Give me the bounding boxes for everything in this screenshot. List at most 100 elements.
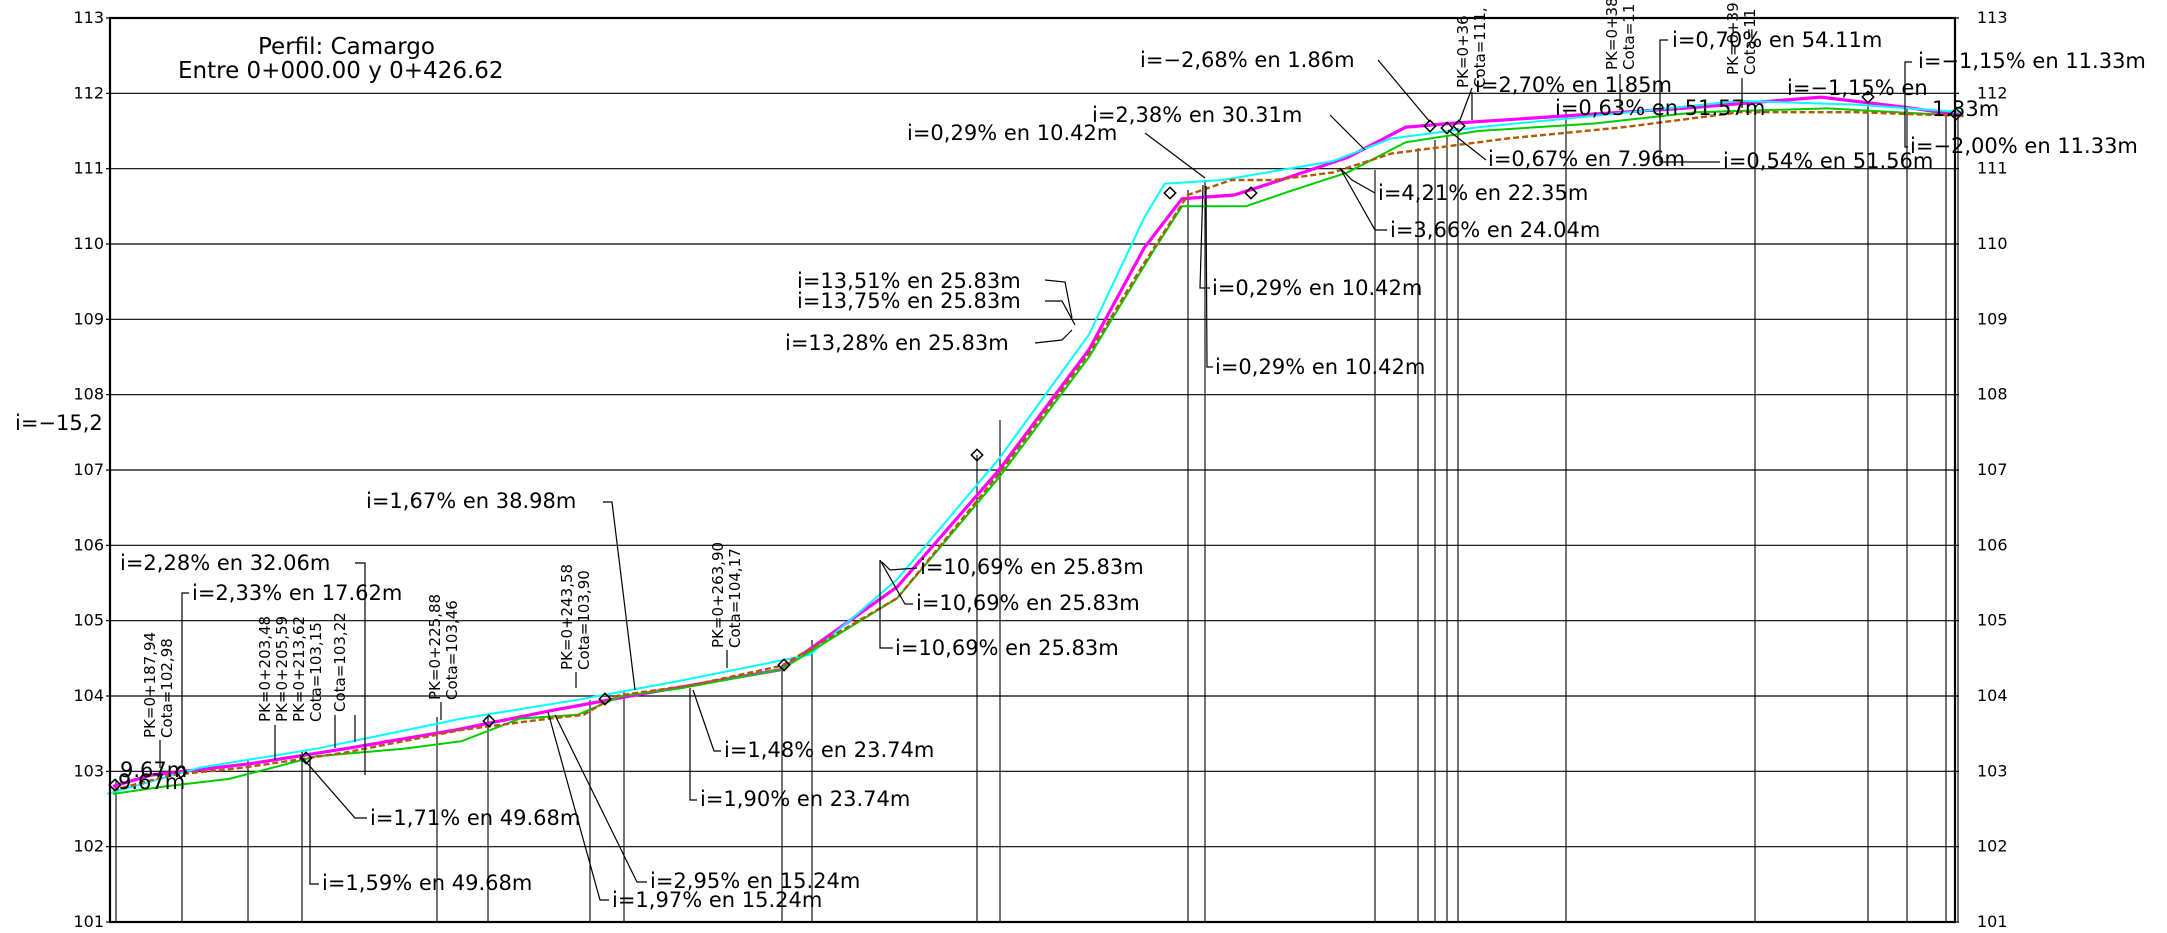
cota-label: Cota=103,22 bbox=[331, 612, 349, 712]
pk-labels: PK=0+187,94 Cota=102,98 PK=0+203,48 PK=0… bbox=[141, 0, 1759, 768]
pk-label: PK=0+39 bbox=[1724, 2, 1742, 75]
grade-label: i=1,71% en 49.68m bbox=[370, 806, 580, 830]
grade-label: i=−2,00% en 11.33m bbox=[1910, 134, 2138, 158]
vertex-marker bbox=[1452, 119, 1466, 133]
vertex-marker bbox=[598, 692, 612, 706]
y-tick-label: 104 bbox=[73, 686, 104, 705]
grade-label: i=1,90% en 23.74m bbox=[700, 787, 910, 811]
grade-label: i=13,51% en 25.83m bbox=[797, 269, 1021, 293]
grade-label: i=10,69% en 25.83m bbox=[920, 555, 1144, 579]
y-tick-label: 112 bbox=[1977, 83, 2008, 102]
grade-label: i=13,75% en 25.83m bbox=[797, 289, 1021, 313]
grade-label: i=2,95% en 15.24m bbox=[650, 869, 860, 893]
cota-label: Cota=103,90 bbox=[575, 570, 593, 670]
cota-label: Cota=103,46 bbox=[443, 600, 461, 700]
y-tick-label: 107 bbox=[73, 460, 104, 479]
grade-label: 9.67m bbox=[118, 770, 185, 794]
profile-line bbox=[112, 95, 1964, 788]
y-tick-label: 105 bbox=[73, 611, 104, 630]
grade-annotations: i=−2,68% en 1.86m i=2,38% en 30.31m i=0,… bbox=[118, 28, 2146, 912]
profile-title: Perfil: Camargo bbox=[258, 34, 435, 60]
pk-label: PK=0+225,88 bbox=[426, 594, 444, 700]
cota-label: Cota=11 bbox=[1620, 4, 1638, 70]
y-tick-label: 111 bbox=[1977, 159, 2008, 178]
y-tick-label: 105 bbox=[1977, 611, 2008, 630]
y-tick-label: 108 bbox=[1977, 385, 2008, 404]
grade-label: i=0,29% en 10.42m bbox=[1212, 276, 1422, 300]
grade-label: i=2,28% en 32.06m bbox=[120, 551, 330, 575]
grade-label: 1.33m bbox=[1932, 97, 1999, 121]
pk-label: PK=0+243,58 bbox=[558, 564, 576, 670]
grade-label: i=0,29% en 10.42m bbox=[907, 121, 1117, 145]
y-tick-label: 108 bbox=[73, 385, 104, 404]
y-tick-label: 113 bbox=[1977, 8, 2008, 27]
y-tick-label: 102 bbox=[1977, 837, 2008, 856]
y-tick-label: 102 bbox=[73, 837, 104, 856]
y-tick-label: 113 bbox=[73, 8, 104, 27]
y-tick-label: 112 bbox=[73, 83, 104, 102]
vertex-marker bbox=[482, 714, 496, 728]
profile-line bbox=[112, 110, 1964, 792]
grade-label: i=2,33% en 17.62m bbox=[192, 581, 402, 605]
pk-label: PK=0+213,62 bbox=[290, 616, 308, 722]
cota-label: Cota=103,15 bbox=[307, 622, 325, 722]
vertex-marker bbox=[1423, 119, 1437, 133]
pk-label: PK=0+38 bbox=[1603, 0, 1621, 70]
grade-label: i=−1,15% en bbox=[1787, 76, 1928, 100]
vertex-marker bbox=[1163, 186, 1177, 200]
grade-label: i=0,67% en 7.96m bbox=[1488, 147, 1685, 171]
cota-label: Cota=11 bbox=[1741, 9, 1759, 75]
grade-label: 9.67m bbox=[120, 758, 187, 782]
y-tick-label: 110 bbox=[73, 234, 104, 253]
pk-label: PK=0+36 bbox=[1454, 15, 1472, 88]
grade-label: i=10,69% en 25.83m bbox=[916, 591, 1140, 615]
vertex-marker bbox=[108, 778, 122, 792]
grade-label: i=13,28% en 25.83m bbox=[785, 331, 1009, 355]
y-axis-right-ticks: 101 102 103 104 105 106 107 108 109 110 111 112 113 bbox=[1955, 8, 2008, 931]
grade-label: i=0,29% en 10.42m bbox=[1215, 355, 1425, 379]
y-tick-label: 109 bbox=[73, 309, 104, 328]
grade-label: i=3,66% en 24.04m bbox=[1390, 218, 1600, 242]
y-tick-label: 101 bbox=[1977, 912, 2008, 931]
grade-label: i=1,97% en 15.24m bbox=[612, 888, 822, 912]
y-tick-label: 106 bbox=[73, 535, 104, 554]
cota-label: Cota=104,17 bbox=[726, 548, 744, 648]
grade-label: i=0,54% en 51.56m bbox=[1723, 149, 1933, 173]
grade-label: i=−1,15% en 11.33m bbox=[1918, 49, 2146, 73]
grade-label: i=1,67% en 38.98m bbox=[366, 489, 576, 513]
y-tick-label: 103 bbox=[1977, 761, 2008, 780]
profile-line bbox=[112, 107, 1964, 795]
pk-label: PK=0+205,59 bbox=[273, 616, 291, 722]
vertex-marker bbox=[970, 448, 984, 462]
y-tick-label: 109 bbox=[1977, 309, 2008, 328]
y-tick-label: 101 bbox=[73, 912, 104, 931]
vertex-marker bbox=[174, 765, 188, 779]
pk-label: PK=0+187,94 bbox=[141, 632, 159, 738]
grade-label: i=2,38% en 30.31m bbox=[1092, 103, 1302, 127]
grade-label: i=−2,68% en 1.86m bbox=[1140, 48, 1355, 72]
y-tick-label: 104 bbox=[1977, 686, 2008, 705]
grade-label: i=2,70% en 1.85m bbox=[1475, 73, 1672, 97]
y-tick-label: 106 bbox=[1977, 535, 2008, 554]
y-tick-label: 103 bbox=[73, 761, 104, 780]
vertex-marker bbox=[1949, 107, 1963, 121]
vertex-marker bbox=[777, 658, 791, 672]
cota-label: Cota=111, bbox=[1471, 7, 1489, 88]
pk-label: PK=0+263,90 bbox=[709, 542, 727, 648]
grade-label: i=1,59% en 49.68m bbox=[322, 871, 532, 895]
y-axis-left-ticks: 101 102 103 104 105 106 107 108 109 110 111 112 113 bbox=[73, 8, 110, 931]
clipped-grade-label: i=−15,2 bbox=[15, 411, 103, 435]
grade-label: i=0,70% en 54.11m bbox=[1672, 28, 1882, 52]
vertex-marker bbox=[1244, 186, 1258, 200]
station-ordinates bbox=[115, 102, 1959, 922]
cota-label: Cota=102,98 bbox=[158, 638, 176, 738]
drawing-frame bbox=[108, 16, 1957, 924]
pk-label: PK=0+203,48 bbox=[256, 616, 274, 722]
profile-line bbox=[106, 99, 1964, 795]
y-tick-label: 107 bbox=[1977, 460, 2008, 479]
y-tick-label: 110 bbox=[1977, 234, 2008, 253]
vertex-marker bbox=[1861, 90, 1875, 104]
vertex-marker bbox=[299, 751, 313, 765]
profile-series bbox=[106, 95, 1964, 795]
